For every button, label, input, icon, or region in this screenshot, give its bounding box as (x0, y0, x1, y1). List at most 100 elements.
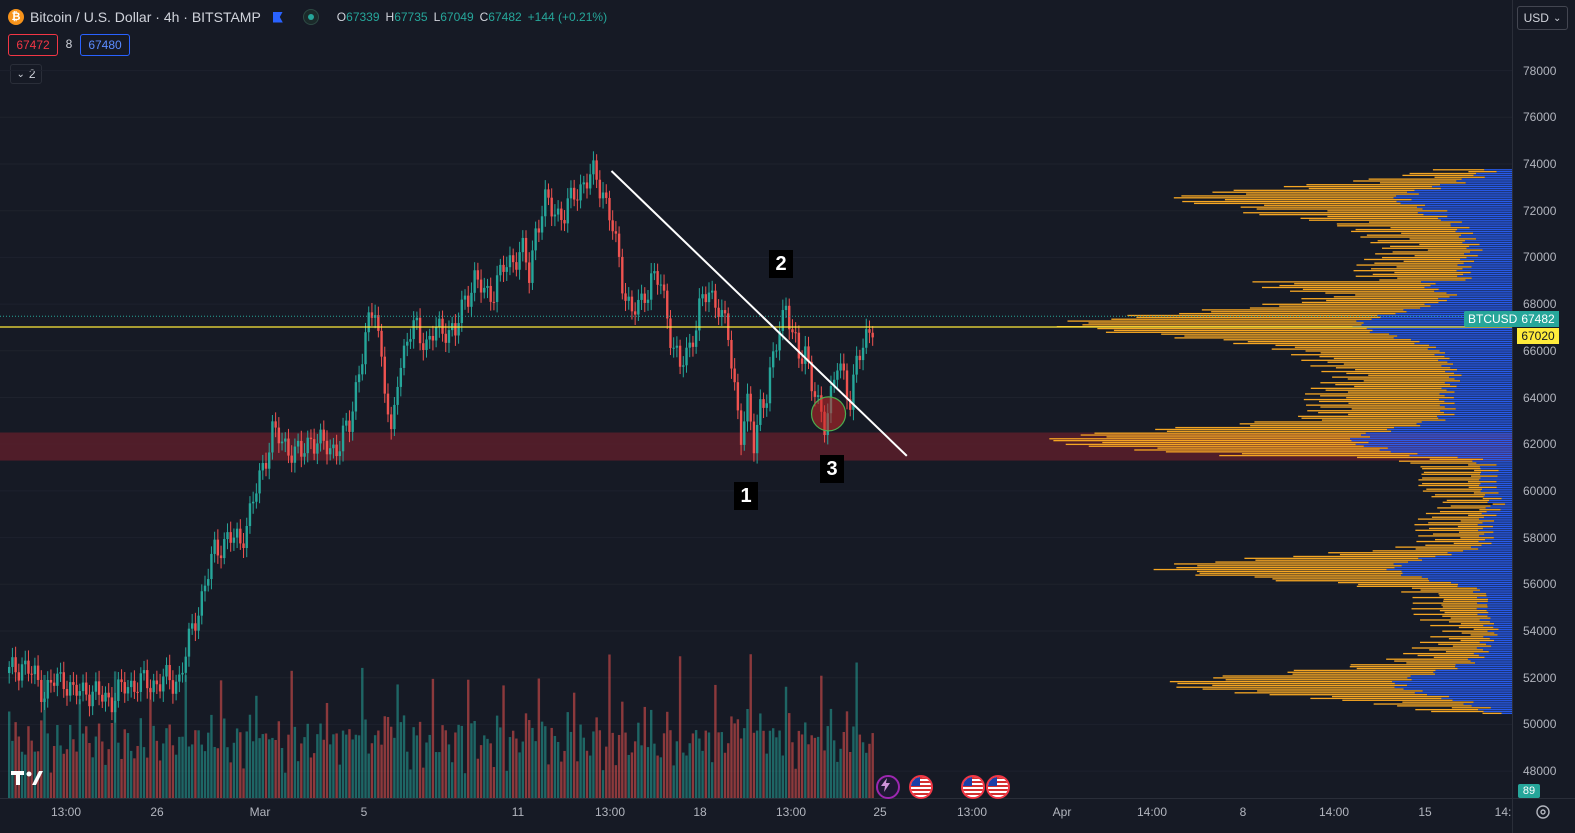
volume-bar (197, 730, 200, 798)
volume-bar (194, 730, 197, 798)
volume-profile-bar (1411, 608, 1477, 610)
annotation-label-1[interactable]: 1 (734, 482, 758, 510)
volume-profile-bar (1412, 602, 1478, 604)
volume-bar (467, 679, 470, 798)
volume-profile-value-bar (1486, 593, 1512, 595)
volume-profile-bar (1254, 421, 1422, 423)
volume-profile-value-bar (1483, 496, 1512, 498)
candle-body (207, 579, 210, 586)
volume-profile-value-bar (1424, 303, 1512, 305)
volume-profile-bar (1290, 290, 1435, 292)
volume-profile-value-bar (1419, 340, 1512, 343)
volume-profile-value-bar (1480, 477, 1512, 479)
volume-profile-value-bar (1437, 217, 1512, 220)
volume-profile-bar (1419, 641, 1480, 644)
tradingview-logo-icon[interactable] (10, 768, 44, 788)
event-bolt-icon[interactable] (876, 775, 900, 799)
volume-profile-value-bar (1477, 613, 1512, 616)
candle-body (248, 503, 252, 527)
time-axis[interactable]: 13:00 26 Mar 5 11 13:00 18 13:00 25 13:00 Apr 14:00… (0, 799, 1512, 833)
volume-profile-bar (1429, 458, 1484, 460)
volume-profile-bar (1409, 238, 1477, 240)
candle-body (316, 443, 319, 454)
volume-profile-value-bar (1394, 682, 1512, 685)
price-axis-label: 76000 (1523, 110, 1557, 125)
price-chart[interactable] (0, 0, 1512, 798)
candle-body (627, 296, 630, 301)
currency-selector[interactable]: USD ⌄ (1517, 6, 1568, 30)
candle-body (319, 429, 322, 444)
volume-profile-value-bar (1392, 680, 1512, 683)
candle-body (367, 312, 370, 333)
us-economic-event-icon[interactable] (986, 775, 1010, 799)
volume-profile-value-bar (1490, 617, 1512, 619)
volume-profile-bar (1225, 679, 1412, 681)
volume-profile-bar (1306, 404, 1440, 406)
settings-icon[interactable] (1535, 804, 1551, 820)
volume-profile-bar (1379, 279, 1466, 281)
volume-bar (621, 701, 624, 798)
candle-body (406, 341, 409, 346)
volume-profile-value-bar (1457, 275, 1512, 277)
volume-profile-bar (1427, 249, 1483, 251)
indicators-toggle-button[interactable]: ⌄ 2 (10, 64, 42, 84)
volume-bar (608, 654, 611, 798)
candle-body (364, 332, 367, 365)
volume-bar (829, 708, 833, 798)
volume-profile-bar (1179, 312, 1396, 315)
candle-body (33, 665, 37, 675)
volume-bar (743, 728, 746, 798)
candle-body (653, 271, 656, 274)
annotation-label-2[interactable]: 2 (769, 250, 793, 278)
volume-profile-bar (1372, 273, 1464, 276)
volume-bar (640, 745, 643, 798)
candle-body (296, 440, 300, 447)
candle-body (457, 323, 460, 336)
volume-bar (614, 765, 618, 798)
market-status-icon[interactable] (302, 9, 319, 25)
candle-body (749, 393, 752, 422)
us-economic-event-icon[interactable] (961, 775, 985, 799)
candle-body (643, 293, 646, 303)
candle-body (624, 293, 627, 301)
volume-bar (354, 734, 358, 798)
volume-profile-bar (1293, 555, 1436, 558)
volume-profile-value-bar (1466, 256, 1512, 259)
candle-body (242, 543, 245, 548)
volume-bar (669, 730, 672, 798)
volume-profile-bar (1224, 199, 1412, 201)
volume-bar (97, 723, 101, 798)
price-axis[interactable]: 78000 76000 74000 72000 70000 68000 66000 64000… (1513, 0, 1575, 798)
volume-profile-value-bar (1455, 230, 1512, 233)
volume-profile-value-bar (1457, 456, 1512, 459)
candle-body (691, 342, 695, 347)
flag-icon[interactable] (272, 11, 283, 23)
candle-body (553, 214, 557, 217)
candle-body (104, 692, 107, 702)
volume-bar (300, 743, 303, 798)
symbol-title[interactable]: Bitcoin / U.S. Dollar · 4h · BITSTAMP (30, 9, 261, 25)
candle-body (348, 420, 351, 432)
buy-price-button[interactable]: 67480 (80, 34, 130, 56)
volume-profile-value-bar (1391, 430, 1512, 432)
volume-profile-value-bar (1446, 299, 1512, 302)
candle-body (438, 318, 441, 328)
volume-bar (229, 762, 232, 798)
volume-profile-bar (1468, 486, 1497, 488)
volume-profile-value-bar (1449, 357, 1512, 360)
candle-body (865, 329, 868, 348)
volume-bar (707, 732, 711, 798)
volume-profile-bar (1369, 221, 1462, 223)
volume-profile-bar (1395, 546, 1472, 548)
candle-body (377, 315, 380, 331)
volume-profile-value-bar (1424, 286, 1512, 289)
candle-body (251, 501, 255, 504)
us-economic-event-icon[interactable] (909, 775, 933, 799)
candle-body (569, 187, 573, 199)
sell-price-button[interactable]: 67472 (8, 34, 58, 56)
volume-profile-bar (1358, 583, 1459, 586)
volume-bar (24, 754, 27, 798)
volume-profile-value-bar (1456, 270, 1512, 272)
annotation-label-3[interactable]: 3 (820, 455, 844, 483)
volume-bar (656, 755, 659, 798)
